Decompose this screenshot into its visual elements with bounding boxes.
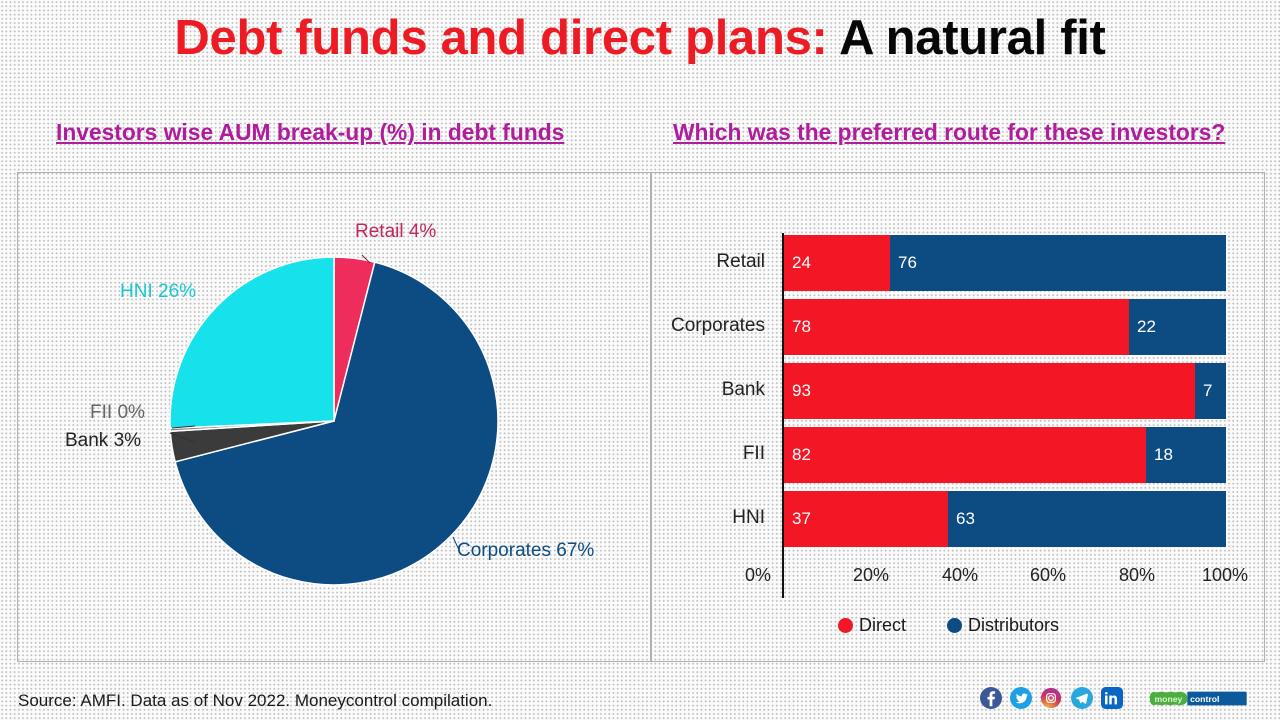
svg-text:money: money xyxy=(1154,694,1182,704)
svg-text:control: control xyxy=(1190,694,1219,704)
